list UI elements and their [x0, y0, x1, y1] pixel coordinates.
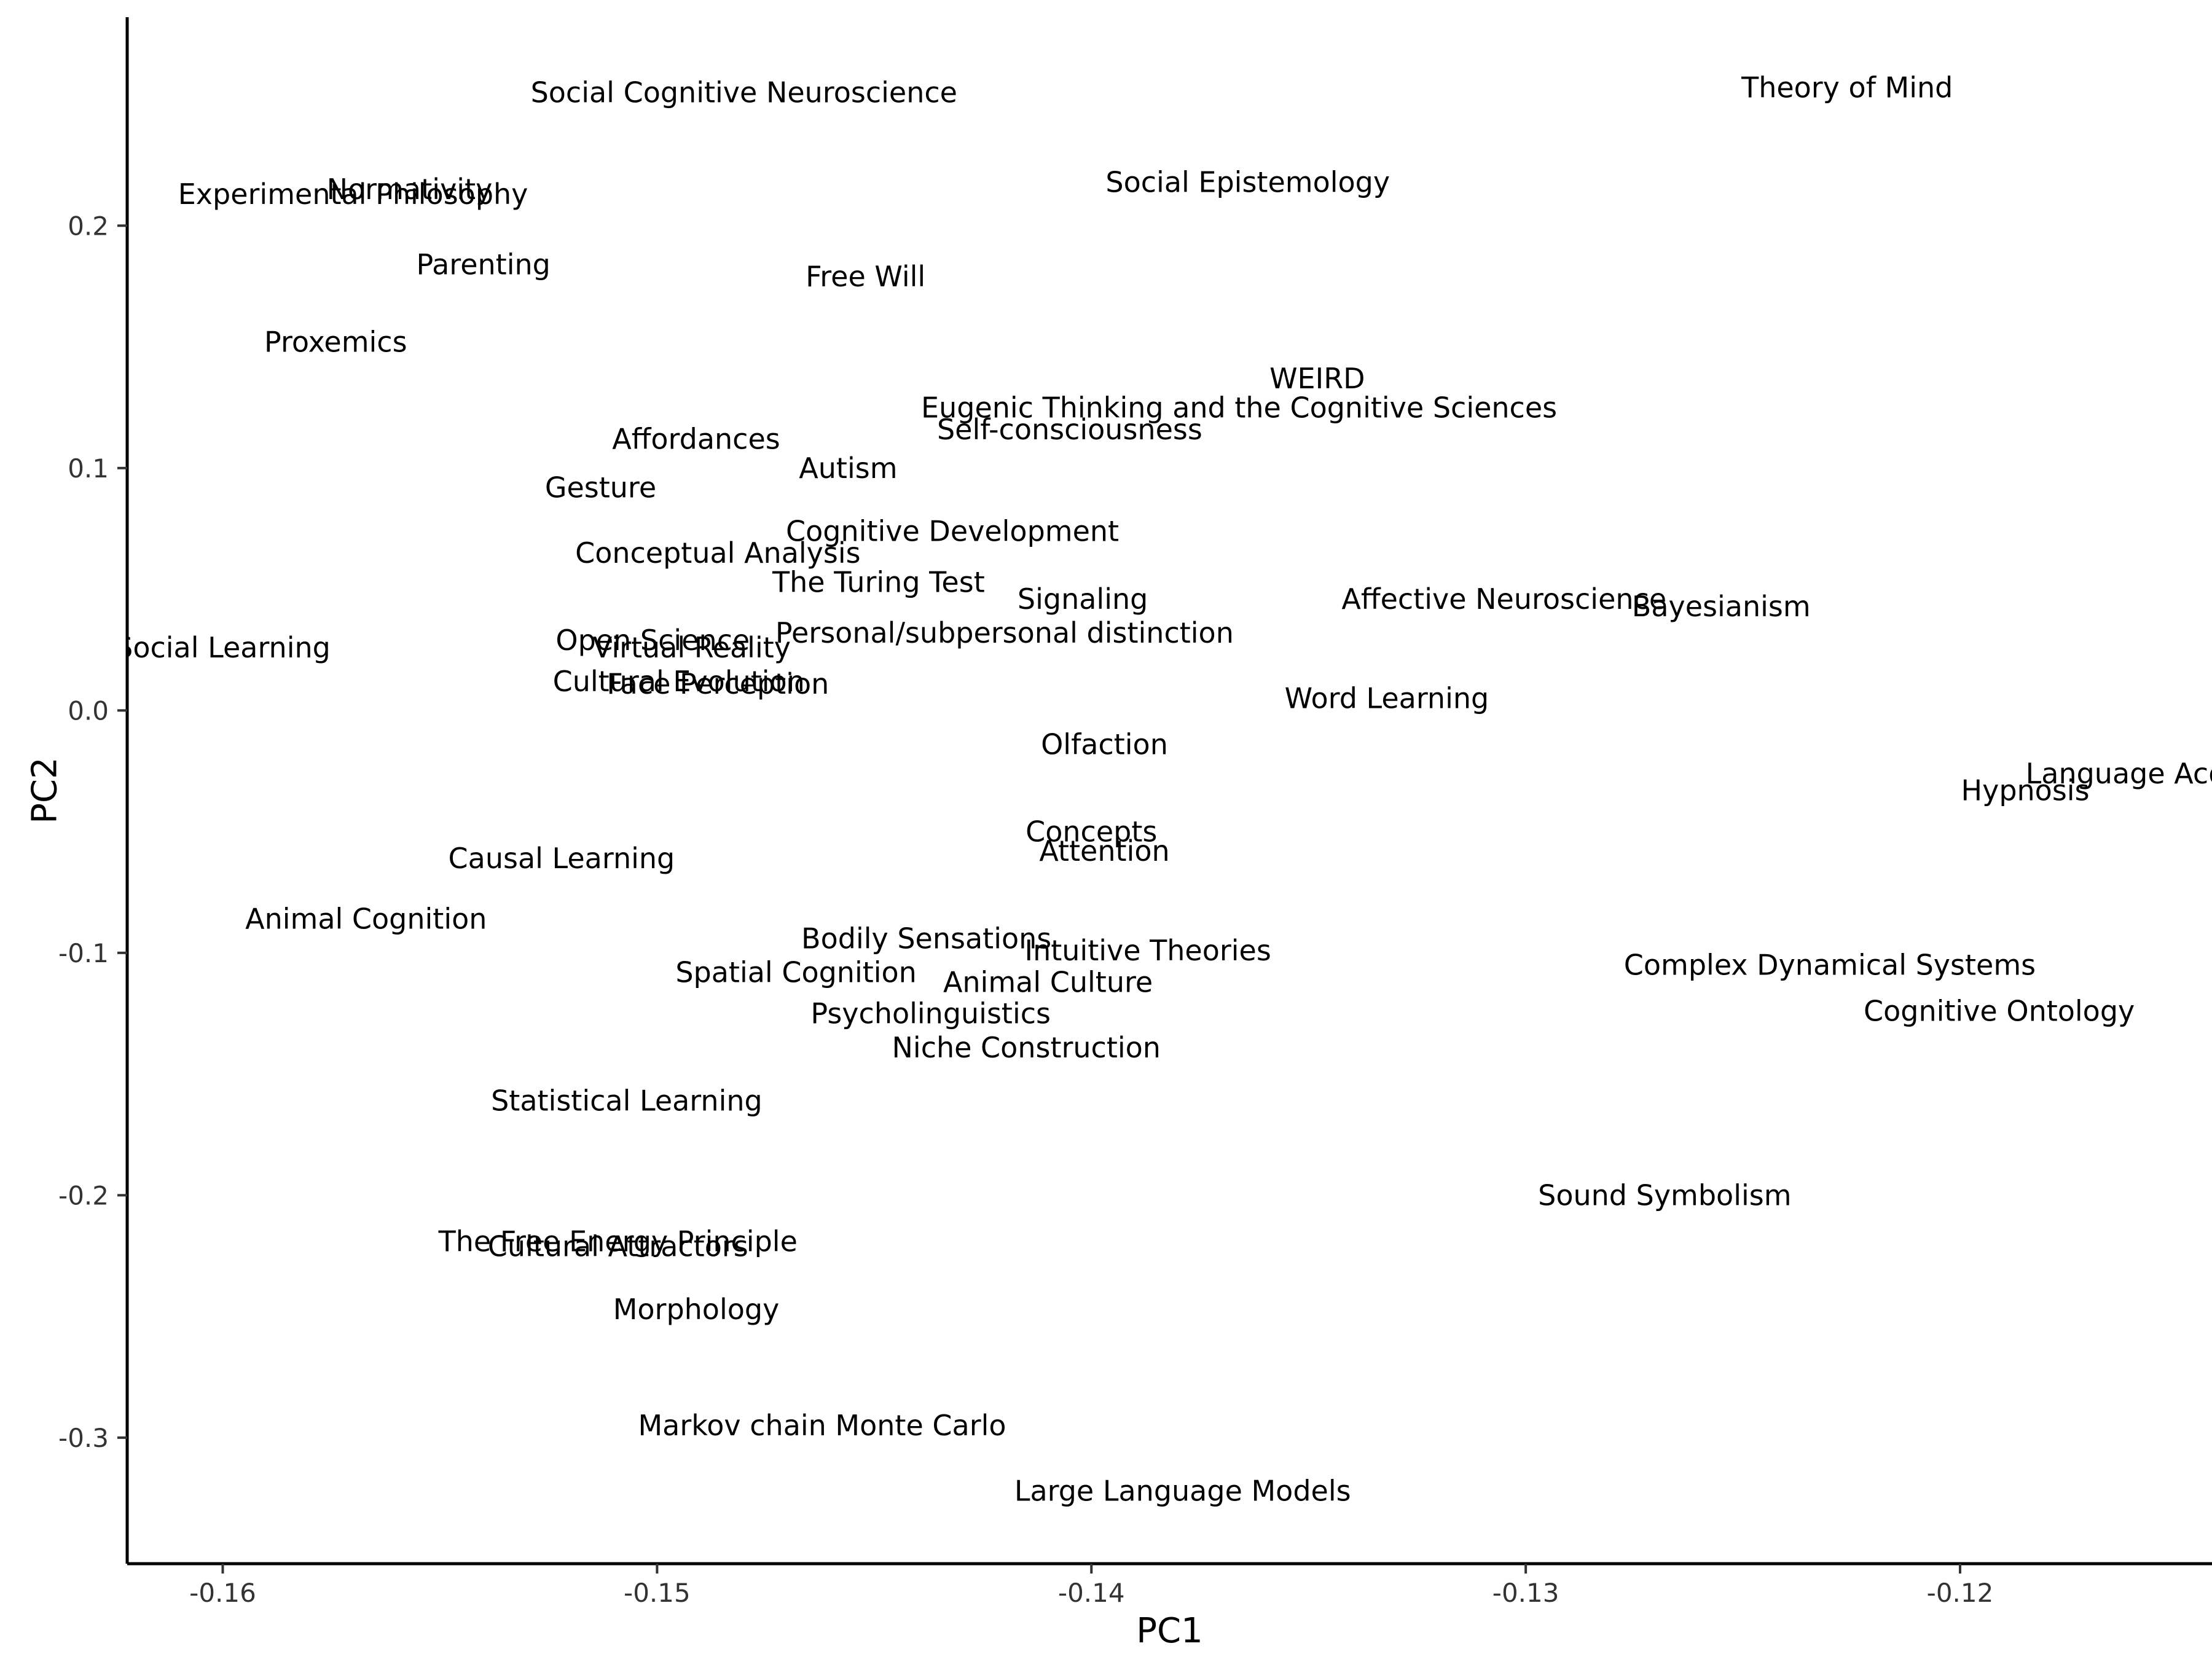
point-label: Signaling [1018, 582, 1148, 616]
y-tick-label: -0.1 [58, 938, 109, 968]
y-tick-label: 0.1 [68, 453, 109, 484]
point-label: Social Cognitive Neuroscience [531, 76, 957, 109]
point-label: Hypnosis [1961, 774, 2090, 807]
point-label: Affordances [612, 423, 780, 456]
point-label: Proxemics [264, 326, 407, 359]
point-labels: Social Cognitive Neuroscience Theory of M… [115, 71, 2212, 1508]
point-label: Gesture [545, 471, 656, 504]
point-label: Word Learning [1285, 682, 1489, 715]
point-label: Affective Neuroscience [1341, 582, 1666, 616]
point-label: Experimental Philosophy [178, 178, 528, 211]
point-label: Free Will [806, 260, 925, 293]
point-label: Large Language Models [1014, 1475, 1351, 1508]
point-label: Parenting [416, 248, 550, 281]
x-tick-label: -0.12 [1927, 1578, 1994, 1608]
point-label: The Free Energy Principle [438, 1225, 798, 1258]
point-label: Cultural Attractors [488, 1229, 748, 1263]
point-label: Spatial Cognition [675, 955, 917, 989]
point-label: Sound Symbolism [1538, 1178, 1791, 1212]
point-label: Olfaction [1041, 728, 1168, 761]
x-tick-label: -0.14 [1058, 1578, 1125, 1608]
x-tick-label: -0.13 [1492, 1578, 1559, 1608]
x-axis-ticks: -0.16 -0.15 -0.14 -0.13 -0.12 [189, 1564, 1993, 1608]
point-label: Cognitive Ontology [1864, 995, 2135, 1028]
point-label: Animal Culture [943, 965, 1153, 998]
point-label: Personal/subpersonal distinction [775, 616, 1234, 649]
y-axis-ticks: -0.3 -0.2 -0.1 0.0 0.1 0.2 [58, 211, 127, 1453]
point-label: Self-consciousness [937, 413, 1202, 446]
y-tick-label: 0.0 [68, 696, 109, 726]
x-tick-label: -0.15 [624, 1578, 691, 1608]
axes: -0.16 -0.15 -0.14 -0.13 -0.12 -0.3 -0.2 -0.1 0.… [25, 17, 2212, 1651]
point-label: Open Science [555, 624, 750, 657]
point-label: Animal Cognition [245, 903, 487, 936]
point-label: Social Learning [115, 631, 331, 664]
point-label: Eugenic Thinking and the Cognitive Scien… [921, 391, 1557, 424]
x-axis-title: PC1 [1136, 1611, 1203, 1651]
point-label: Markov chain Monte Carlo [638, 1409, 1006, 1442]
point-label: Theory of Mind [1741, 71, 1953, 104]
point-label: Face Perception [606, 667, 829, 700]
y-tick-label: -0.3 [58, 1423, 109, 1453]
point-label: Conceptual Analysis [575, 536, 861, 570]
point-label: Intuitive Theories [1025, 934, 1271, 967]
point-label: Autism [799, 452, 897, 485]
point-label: Virtual Reality [593, 631, 791, 664]
x-tick-label: -0.16 [189, 1578, 256, 1608]
point-label: Morphology [613, 1293, 780, 1326]
point-label: Niche Construction [892, 1031, 1161, 1064]
point-label: Statistical Learning [491, 1084, 763, 1118]
y-tick-label: -0.2 [58, 1180, 109, 1210]
point-label: Complex Dynamical Systems [1624, 949, 2036, 982]
point-label: Concepts [1026, 815, 1157, 849]
point-label: Bayesianism [1632, 590, 1811, 623]
point-label: Attention [1039, 834, 1169, 868]
point-label: Social Epistemology [1105, 165, 1390, 198]
point-label: Causal Learning [449, 842, 675, 875]
point-label: Language Acquisition [2026, 757, 2212, 790]
y-axis-title: PC2 [25, 757, 65, 824]
point-label: Psycholinguistics [810, 997, 1051, 1030]
point-label: Cognitive Development [786, 514, 1119, 547]
point-label: The Turing Test [772, 565, 985, 598]
y-tick-label: 0.2 [68, 211, 109, 241]
point-label: WEIRD [1269, 362, 1365, 395]
point-label: Bodily Sensations [801, 922, 1051, 955]
point-label: Normativity [327, 173, 493, 206]
point-label: Cultural Evolution [553, 665, 805, 698]
